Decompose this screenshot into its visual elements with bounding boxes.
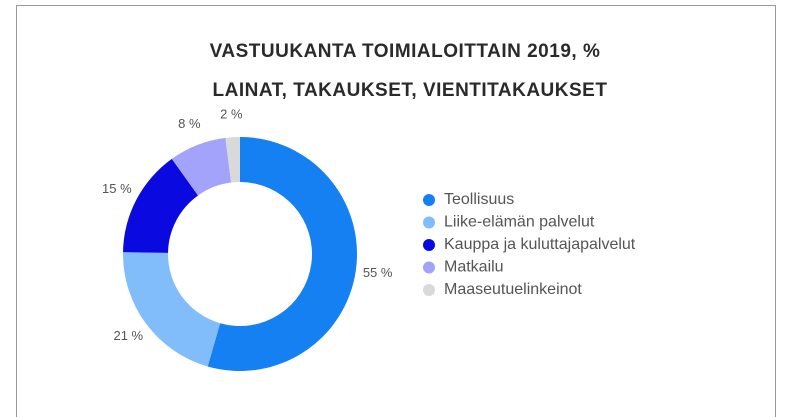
legend-marker bbox=[423, 239, 435, 251]
value-label: 15 % bbox=[102, 181, 132, 196]
donut-segment bbox=[207, 137, 357, 371]
legend-marker bbox=[423, 261, 435, 274]
chart-title: VASTUUKANTA TOIMIALOITTAIN 2019, % bbox=[210, 41, 601, 62]
legend-label: Kauppa ja kuluttajapalvelut bbox=[444, 236, 636, 253]
donut-segment bbox=[123, 158, 199, 253]
legend-label: Teollisuus bbox=[444, 191, 514, 208]
value-label: 21 % bbox=[113, 328, 143, 343]
legend-marker bbox=[423, 284, 435, 296]
donut-segment bbox=[225, 137, 240, 183]
legend-label: Maaseutuelinkeinot bbox=[444, 281, 582, 298]
legend-label: Matkailu bbox=[444, 259, 504, 276]
chart-subtitle: LAINAT, TAKAUKSET, VIENTITAKAUKSET bbox=[213, 80, 608, 101]
donut-segment bbox=[171, 137, 232, 196]
value-label: 55 % bbox=[363, 265, 393, 280]
legend-marker bbox=[423, 194, 435, 206]
frame bbox=[16, 5, 776, 417]
legend-label: Liike-elämän palvelut bbox=[444, 214, 595, 231]
donut-segment bbox=[123, 252, 221, 367]
value-label: 2 % bbox=[220, 107, 243, 122]
legend-marker bbox=[423, 216, 435, 229]
value-label: 8 % bbox=[178, 116, 201, 131]
